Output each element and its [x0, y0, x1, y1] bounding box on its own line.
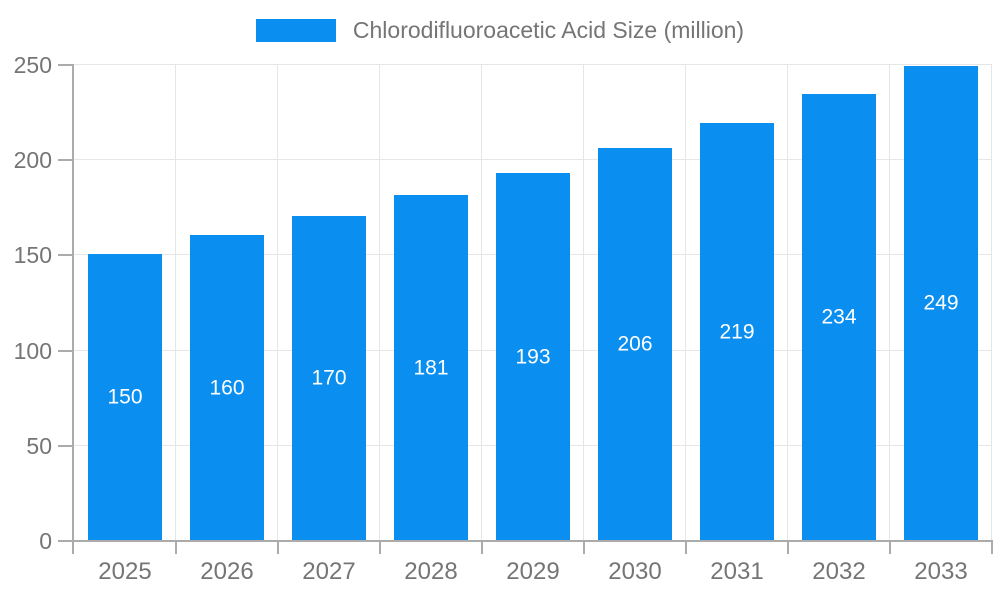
bar-value-label: 206: [617, 332, 653, 356]
x-axis-tick: [787, 540, 789, 554]
y-axis-tick: [58, 159, 72, 161]
bar-value-label: 150: [107, 385, 143, 409]
x-axis-tick: [72, 540, 74, 554]
x-tick-label: 2026: [200, 558, 254, 585]
y-axis-tick: [58, 540, 72, 542]
plot-area: 0 50 100 150 200 250 2025 2026 2027 2028 2029 2030 2…: [14, 52, 993, 584]
y-axis-tick: [58, 445, 72, 447]
bar-2028: 181: [394, 195, 468, 540]
bar-2032: 234: [802, 94, 876, 540]
x-tick-label: 2031: [710, 558, 764, 585]
legend: Chlorodifluoroacetic Acid Size (million): [0, 19, 1000, 42]
bar-value-label: 160: [209, 376, 245, 399]
v-gridline: [685, 64, 686, 540]
x-axis-tick: [685, 540, 687, 554]
legend-swatch: [255, 19, 336, 42]
x-tick-label: 2032: [812, 558, 866, 585]
x-tick-label: 2028: [404, 558, 458, 585]
v-gridline: [175, 64, 176, 540]
v-gridline: [277, 64, 278, 540]
x-axis-line: [72, 540, 992, 542]
bar-2030: 206: [598, 148, 672, 540]
bar-2031: 219: [700, 123, 774, 540]
y-tick-label: 200: [13, 147, 52, 173]
x-tick-label: 2029: [506, 558, 560, 585]
x-axis-tick: [481, 540, 483, 554]
v-gridline: [583, 64, 584, 540]
x-axis-tick: [889, 540, 891, 554]
y-tick-label: 250: [13, 52, 52, 78]
v-gridline: [787, 64, 788, 540]
x-axis-tick: [583, 540, 585, 554]
bar-2025: 150: [88, 254, 162, 540]
v-gridline: [481, 64, 482, 540]
bar-value-label: 193: [515, 345, 551, 368]
x-tick-label: 2025: [98, 558, 152, 585]
h-gridline: [74, 64, 992, 65]
y-tick-label: 50: [26, 433, 52, 459]
x-tick-label: 2033: [914, 558, 968, 585]
v-gridline: [379, 64, 380, 540]
bar-value-label: 234: [821, 305, 857, 329]
x-axis-tick: [175, 540, 177, 554]
v-gridline: [991, 64, 992, 540]
x-axis-tick: [277, 540, 279, 554]
v-gridline: [889, 64, 890, 540]
bar-value-label: 249: [923, 291, 959, 315]
bar-2033: 249: [904, 66, 978, 540]
bar-2027: 170: [292, 216, 366, 540]
y-axis-tick: [58, 64, 72, 66]
bar-value-label: 181: [413, 356, 449, 379]
y-tick-label: 150: [13, 242, 52, 268]
x-tick-label: 2030: [608, 558, 662, 585]
y-axis-tick: [58, 254, 72, 256]
legend-label: Chlorodifluoroacetic Acid Size (million): [352, 17, 745, 43]
y-axis-tick: [58, 350, 72, 352]
x-axis-tick: [379, 540, 381, 554]
x-tick-label: 2027: [302, 558, 356, 585]
y-axis-line: [72, 64, 74, 542]
bar-value-label: 219: [719, 320, 755, 343]
y-tick-label: 100: [13, 338, 52, 364]
bar-2026: 160: [190, 235, 264, 540]
h-gridline: [74, 159, 992, 160]
bar-2029: 193: [496, 173, 570, 540]
bar-value-label: 170: [311, 366, 347, 390]
x-axis-tick: [991, 540, 993, 554]
y-tick-label: 0: [39, 528, 52, 554]
